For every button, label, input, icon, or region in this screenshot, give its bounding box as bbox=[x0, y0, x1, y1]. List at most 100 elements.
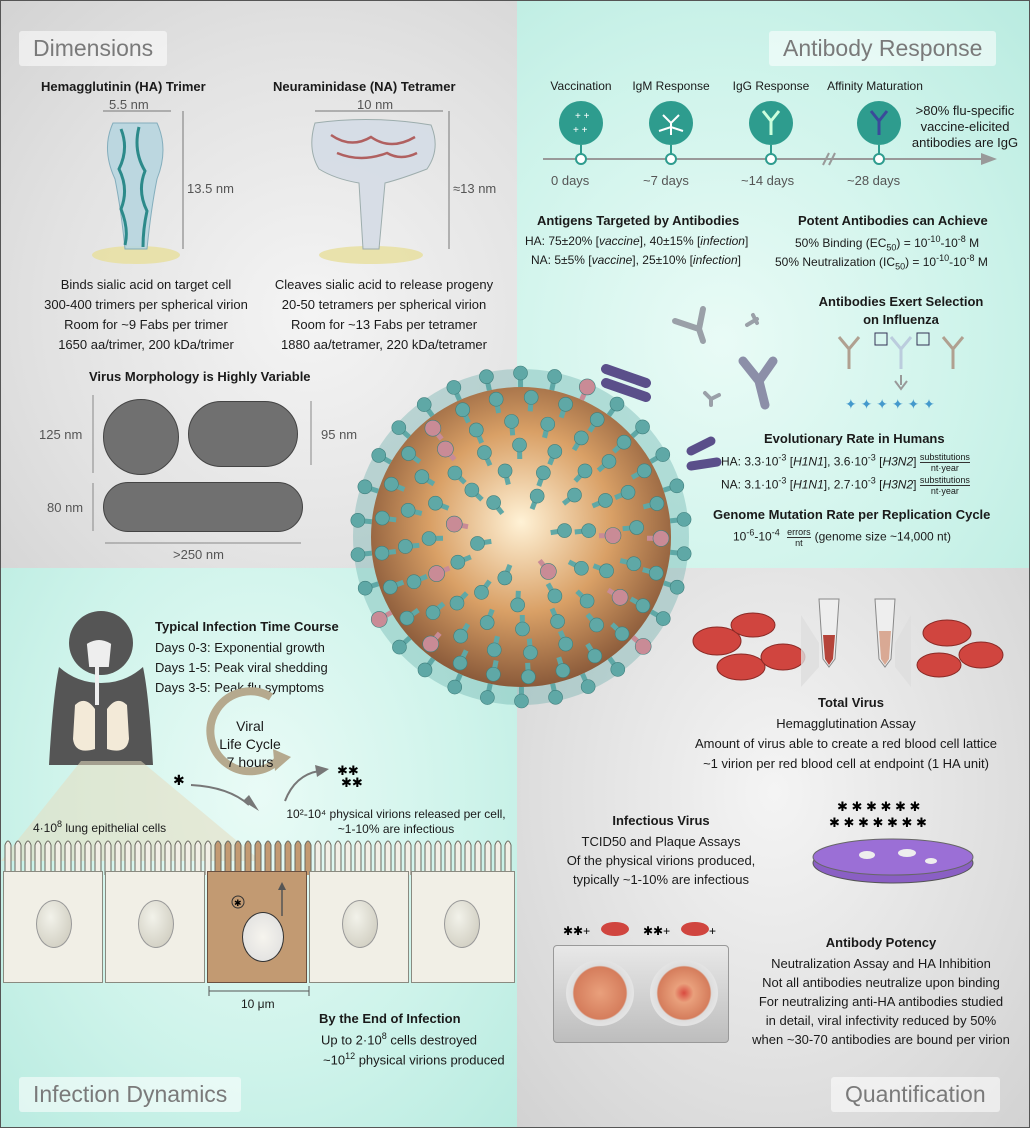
end-title: By the End of Infection bbox=[319, 1011, 461, 1026]
stage-label: IgG Response bbox=[732, 79, 810, 93]
ha-spike-head bbox=[350, 547, 366, 562]
epithelial-cell bbox=[309, 871, 409, 983]
ha-spike-head bbox=[655, 447, 671, 462]
igg-note: >80% flu-specific vaccine-elicited antib… bbox=[901, 103, 1029, 151]
stage-label: IgM Response bbox=[632, 79, 710, 93]
day-label: ~7 days bbox=[643, 173, 689, 188]
total-title: Total Virus bbox=[818, 695, 884, 710]
ha-spike-head bbox=[486, 666, 501, 682]
igg-note-line: >80% flu-specific bbox=[915, 103, 1015, 118]
assay-plate-icon bbox=[553, 945, 729, 1043]
free-antibody-icons bbox=[672, 306, 778, 410]
evo-ha: HA: 3.3·10-3 [H1N1], 3.6·10-3 [H3N2] sub… bbox=[721, 452, 970, 473]
life-cycle-line: Viral bbox=[236, 718, 264, 734]
na-spike-head bbox=[652, 530, 670, 547]
ha-spike-head bbox=[557, 523, 572, 538]
course-lines: Days 0-3: Exponential growth Days 1-5: P… bbox=[155, 638, 328, 698]
potency-line: For neutralizing anti-HA antibodies stud… bbox=[758, 994, 1004, 1009]
spherical-virion bbox=[103, 399, 179, 475]
ha-spike-head bbox=[392, 639, 407, 655]
svg-text:✦ ✦ ✦ ✦ ✦ ✦: ✦ ✦ ✦ ✦ ✦ ✦ bbox=[845, 396, 935, 412]
ha-spike-head bbox=[497, 463, 513, 479]
na-spike-head bbox=[445, 515, 463, 533]
life-cycle-line: 7 hours bbox=[226, 754, 274, 770]
ha-fact: Room for ~9 Fabs per trimer bbox=[64, 317, 228, 332]
svg-text:✱ ✱ ✱ ✱ ✱ ✱: ✱ ✱ ✱ ✱ ✱ ✱ bbox=[837, 799, 921, 814]
evo-na: NA: 3.1·10-3 [H1N1], 2.7·10-3 [H3N2] sub… bbox=[721, 475, 970, 496]
potency-lines: Neutralization Assay and HA Inhibition N… bbox=[731, 954, 1029, 1049]
ha-fact: 1650 aa/trimer, 200 kDa/trimer bbox=[58, 337, 234, 352]
influenza-virion-illustration bbox=[350, 364, 722, 709]
potency-title: Antibody Potency bbox=[825, 935, 937, 950]
ha-spike-head bbox=[580, 679, 596, 694]
ha-spike-head bbox=[540, 416, 556, 432]
potent-binding: 50% Binding (EC50) = 10-10-10-8 M bbox=[795, 234, 980, 253]
quantification-title: Quantification bbox=[831, 1077, 1000, 1112]
ha-spike-head bbox=[620, 484, 636, 500]
scale-label: 10 μm bbox=[241, 997, 275, 1011]
ha-spike-head bbox=[447, 679, 463, 695]
course-line: Days 3-5: Peak flu symptoms bbox=[155, 680, 325, 695]
ha-height: 13.5 nm bbox=[187, 181, 234, 196]
ha-spike-head bbox=[374, 510, 390, 526]
infectious-line: Of the physical virions produced, bbox=[566, 853, 756, 868]
targets-ha: HA: 75±20% [vaccine], 40±15% [infection] bbox=[525, 234, 749, 248]
ha-spike-head bbox=[536, 465, 551, 481]
ha-spike-head bbox=[468, 422, 484, 438]
ha-spike-head bbox=[629, 520, 644, 535]
targets-na: NA: 5±5% [vaccine], 25±10% [infection] bbox=[531, 253, 741, 267]
svg-text:✱✱+: ✱✱+ bbox=[643, 924, 670, 938]
igg-note-line: vaccine-elicited bbox=[920, 119, 1010, 134]
selection-title-line: Antibodies Exert Selection bbox=[818, 294, 984, 309]
total-line: Amount of virus able to create a red blo… bbox=[694, 736, 998, 751]
ha-spike-head bbox=[416, 397, 432, 412]
day-label: ~14 days bbox=[741, 173, 795, 188]
potency-line: Neutralization Assay and HA Inhibition bbox=[771, 956, 991, 971]
ha-fact: 300-400 trimers per spherical virion bbox=[44, 297, 248, 312]
svg-text:✱ ✱ ✱ ✱ ✱ ✱ ✱: ✱ ✱ ✱ ✱ ✱ ✱ ✱ bbox=[829, 815, 927, 830]
ha-spike-head bbox=[589, 412, 605, 427]
na-fact: Cleaves sialic acid to release progeny bbox=[274, 277, 494, 292]
selection-title: Antibodies Exert Selection on Influenza bbox=[801, 293, 1001, 329]
ha-spike-head bbox=[558, 636, 574, 652]
ha-spike-head bbox=[523, 645, 538, 660]
potent-neutralization: 50% Neutralization (IC50) = 10-10-10-8 M bbox=[775, 253, 988, 272]
infected-cell: ✱ bbox=[207, 871, 307, 983]
life-cycle-line: Life Cycle bbox=[219, 736, 281, 752]
infection-title: Infection Dynamics bbox=[19, 1077, 242, 1112]
day-label: 0 days bbox=[551, 173, 590, 188]
neutralization-legend-icon: ✱✱+ ✱✱+ + bbox=[563, 922, 716, 938]
total-lines: Hemagglutination Assay Amount of virus a… bbox=[671, 714, 1021, 774]
ha-spike-head bbox=[648, 565, 664, 581]
ha-spike-head bbox=[581, 523, 597, 538]
plaque-dish-icon: ✱ ✱ ✱ ✱ ✱ ✱ ✱ ✱ ✱ ✱ ✱ ✱ ✱ bbox=[812, 799, 974, 884]
na-facts: Cleaves sialic acid to release progeny 2… bbox=[253, 275, 515, 355]
ha-spike-head bbox=[414, 469, 430, 484]
end-cells: Up to 2·108 cells destroyed bbox=[321, 1031, 478, 1048]
life-cycle-arrow-icon bbox=[206, 687, 291, 776]
genome-title: Genome Mutation Rate per Replication Cyc… bbox=[713, 507, 991, 522]
ha-spike-head bbox=[547, 369, 562, 384]
ha-spike-head bbox=[450, 554, 466, 570]
dim-125: 125 nm bbox=[39, 427, 83, 442]
assay-well bbox=[566, 960, 634, 1026]
na-tetramer-icon bbox=[311, 110, 450, 264]
ha-facts: Binds sialic acid on target cell 300-400… bbox=[21, 275, 271, 355]
ha-spike-head bbox=[547, 588, 563, 604]
ha-spike-head bbox=[577, 463, 593, 479]
ha-spike-head bbox=[676, 512, 692, 527]
ha-spike-head bbox=[446, 380, 462, 395]
ha-spike-head bbox=[555, 663, 571, 678]
day-label: ~28 days bbox=[847, 173, 901, 188]
na-spike-head bbox=[422, 635, 439, 653]
ha-spike-head bbox=[626, 556, 642, 572]
na-fact: 20-50 tetramers per spherical virion bbox=[281, 297, 487, 312]
ha-spike-head bbox=[609, 396, 625, 412]
ha-spike-head bbox=[374, 545, 390, 561]
ha-spike-head bbox=[474, 585, 489, 600]
ha-spike-head bbox=[447, 465, 463, 481]
epithelial-cell bbox=[411, 871, 515, 983]
genome-rate: 10-6-10-4 errors nt (genome size ~14,000 n… bbox=[733, 527, 952, 548]
selection-title-line: on Influenza bbox=[863, 312, 939, 327]
total-line: Hemagglutination Assay bbox=[776, 716, 916, 731]
